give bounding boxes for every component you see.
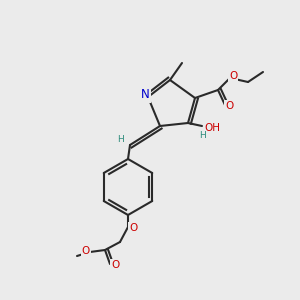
- Text: O: O: [229, 71, 237, 81]
- Text: N: N: [141, 88, 149, 101]
- Text: O: O: [225, 101, 233, 111]
- Text: H: H: [199, 130, 206, 140]
- Text: OH: OH: [204, 123, 220, 133]
- Text: O: O: [82, 246, 90, 256]
- Text: O: O: [129, 223, 137, 233]
- Text: H: H: [117, 134, 123, 143]
- Text: O: O: [111, 260, 119, 270]
